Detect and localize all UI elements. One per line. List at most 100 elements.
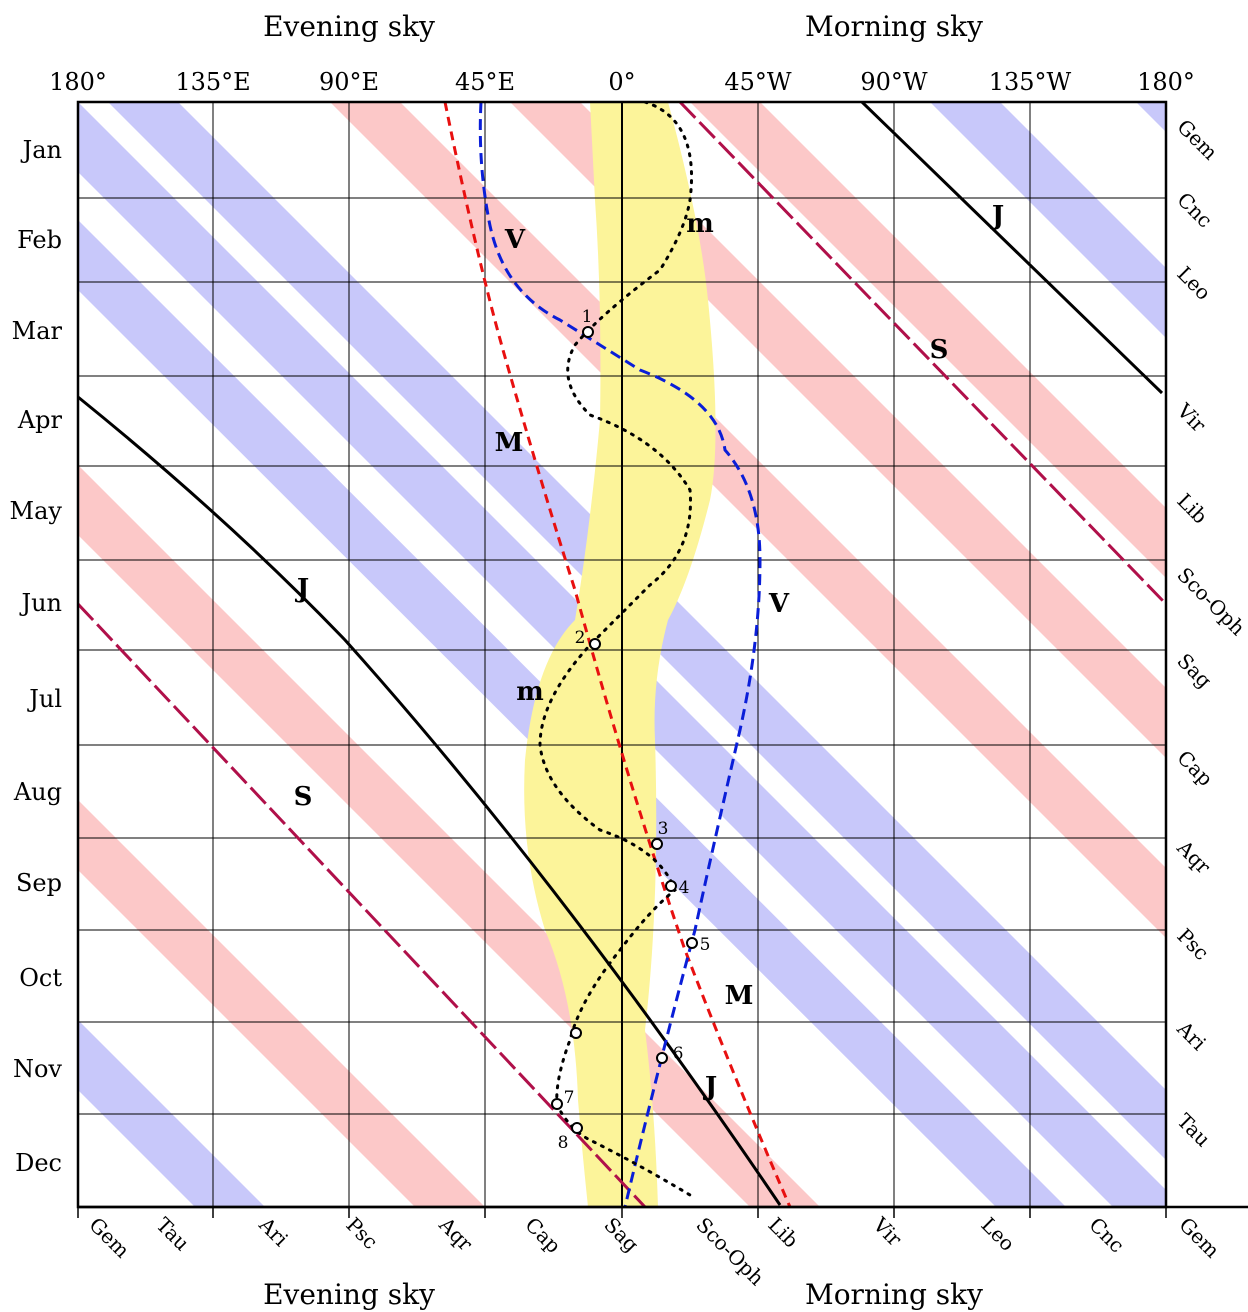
planet-label-venus: V [504, 225, 526, 255]
constellation-label: Psc [341, 1213, 382, 1254]
event-marker [582, 326, 594, 338]
month-label: Jul [26, 685, 62, 713]
saturn-track [678, 102, 1166, 606]
right-constellation-labels: Gem Cnc Leo Vir Lib Sco-Oph Sag Cap Aqr … [1172, 115, 1248, 1152]
constellation-label: Vir [868, 1212, 907, 1251]
constellation-label: Tau [1172, 1109, 1215, 1152]
plot-area [78, 102, 1166, 1207]
venus-track [478, 102, 762, 1207]
constellation-label: Lib [1172, 489, 1212, 529]
event-marker [589, 638, 601, 650]
month-label: Nov [13, 1055, 62, 1083]
planet-label-mercury: m [686, 209, 714, 239]
constellation-label: Gem [1174, 1213, 1224, 1263]
event-number: 7 [564, 1088, 575, 1108]
elongation-label: 90°E [319, 68, 379, 96]
planet-label-saturn: S [294, 782, 313, 812]
event-markers [551, 326, 698, 1134]
constellation-label: Psc [1172, 924, 1213, 965]
month-label: Apr [17, 406, 63, 434]
event-marker [665, 880, 677, 892]
constellation-label: Ari [254, 1212, 293, 1251]
constellation-label: Sag [1172, 649, 1216, 693]
constellation-label: Lib [763, 1213, 803, 1253]
constellation-label: Sco-Oph [1172, 563, 1248, 641]
event-numbers: 1 2 3 4 5 6 7 8 [558, 307, 711, 1153]
constellation-band-pink [78, 800, 485, 1207]
jupiter-track [860, 102, 1164, 395]
elongation-label: 90°W [860, 68, 928, 96]
elongation-axis-labels: 180° 135°E 90°E 45°E 0° 45°W 90°W 135°W … [49, 68, 1195, 96]
month-label: Jun [18, 589, 62, 617]
event-number: 2 [575, 628, 586, 648]
header-morning-sky-bottom: Morning sky [805, 1278, 983, 1311]
header-evening-sky-top: Evening sky [263, 10, 435, 43]
planet-label-jupiter: J [295, 574, 309, 604]
saturn-track [78, 602, 647, 1207]
event-number: 5 [700, 935, 711, 955]
planet-label-venus: V [768, 589, 790, 619]
constellation-band-blue [930, 102, 1166, 338]
header-evening-sky-bottom: Evening sky [263, 1278, 435, 1311]
constellation-label: Ari [1172, 1016, 1211, 1055]
month-label: Aug [13, 778, 62, 806]
constellation-label: Leo [1172, 262, 1215, 305]
constellation-label: Cnc [1084, 1213, 1129, 1258]
constellation-label: Sco-Oph [691, 1213, 769, 1291]
constellation-label: Gem [1172, 115, 1222, 165]
constellation-label: Sag [599, 1213, 643, 1257]
month-labels: Jan Feb Mar Apr May Jun Jul Aug Sep Oct … [10, 136, 63, 1177]
event-number: 4 [679, 878, 690, 898]
elongation-label: 135°W [989, 68, 1072, 96]
event-number: 3 [658, 819, 669, 839]
event-marker [570, 1027, 582, 1039]
constellation-band-pink [690, 102, 1166, 578]
constellation-label: Aqr [434, 1212, 478, 1256]
constellation-band-blue [1136, 102, 1166, 132]
elongation-label: 0° [608, 68, 635, 96]
sun-glare-zone [524, 102, 716, 1207]
month-label: Mar [12, 317, 63, 345]
planet-label-jupiter: J [703, 1072, 717, 1102]
mercury-track [538, 102, 694, 1197]
planet-label-mars: M [725, 981, 754, 1011]
jupiter-track [78, 395, 782, 1206]
event-marker [656, 1052, 668, 1064]
mars-track [443, 102, 792, 1207]
constellation-label: Cap [1172, 746, 1217, 791]
event-number: 1 [582, 307, 593, 327]
constellation-label: Leo [976, 1213, 1019, 1256]
planet-label-mercury: m [516, 677, 544, 707]
constellation-label: Cap [520, 1213, 565, 1258]
header-morning-sky-top: Morning sky [805, 10, 983, 43]
month-label: Dec [15, 1149, 62, 1177]
event-marker [571, 1122, 583, 1134]
month-label: Sep [16, 869, 62, 897]
month-label: Oct [19, 964, 62, 992]
event-marker [686, 937, 698, 949]
event-number: 6 [673, 1044, 684, 1064]
month-label: May [10, 497, 63, 525]
planet-label-saturn: S [930, 335, 949, 365]
month-label: Jan [20, 136, 62, 164]
elongation-label: 180° [1137, 68, 1195, 96]
planet-label-mars: M [495, 428, 524, 458]
constellation-label: Aqr [1172, 835, 1216, 879]
bottom-ticks [77, 1207, 1167, 1218]
event-marker [651, 838, 663, 850]
bottom-constellation-labels: Gem Tau Ari Psc Aqr Cap Sag Sco-Oph Lib … [84, 1212, 1224, 1290]
constellation-label: Cnc [1172, 188, 1217, 233]
elongation-label: 135°E [175, 68, 250, 96]
event-marker [551, 1098, 563, 1110]
planet-label-jupiter: J [990, 201, 1004, 231]
elongation-label: 180° [49, 68, 107, 96]
constellation-label: Tau [151, 1213, 194, 1256]
elongation-label: 45°E [455, 68, 515, 96]
elongation-label: 45°W [724, 68, 792, 96]
event-number: 8 [558, 1133, 569, 1153]
planet-labels: m m V V M M J J J S S [294, 201, 1005, 1102]
constellation-band-pink [330, 102, 1166, 938]
constellation-label: Vir [1172, 398, 1211, 437]
month-label: Feb [17, 226, 62, 254]
